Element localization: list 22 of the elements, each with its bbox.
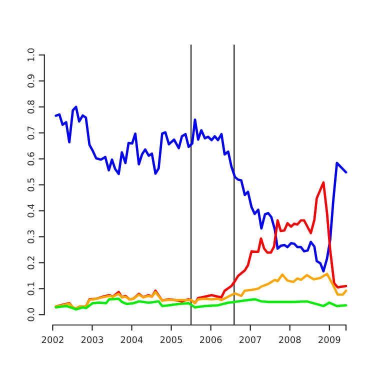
y-tick-label: 0.4 [27,204,34,218]
x-tick-label: 2008 [279,336,301,344]
y-tick-label: 0.6 [27,152,34,166]
x-tick-label: 2002 [42,336,64,344]
line-series [54,298,348,311]
y-tick-label: 0.1 [27,282,34,296]
x-tick-label: 2003 [81,336,103,344]
line-series [54,106,348,272]
x-tick-label: 2009 [318,336,340,344]
y-tick-label: 0.7 [27,126,34,140]
y-tick-label: 0.3 [27,230,34,244]
y-tick-label: 0.2 [27,256,34,270]
x-tick-label: 2005 [160,336,182,344]
x-tick-label: 2004 [120,336,143,344]
x-tick-label: 2006 [200,336,222,344]
y-tick-label: 0.0 [27,308,34,322]
y-tick-label: 0.5 [27,178,34,192]
y-tick-label: 1.0 [27,48,34,62]
y-tick-label: 0.9 [27,74,34,88]
x-tick-label: 2007 [240,336,262,344]
line-series [54,272,348,310]
y-tick-label: 0.8 [27,100,34,114]
